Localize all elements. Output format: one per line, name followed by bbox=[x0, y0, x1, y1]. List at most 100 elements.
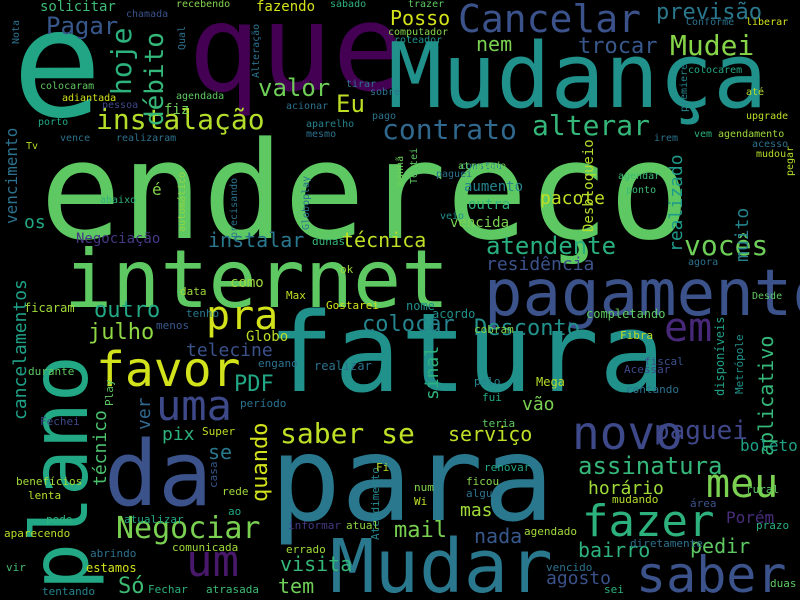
word-fiscal: fiscal bbox=[644, 355, 684, 368]
word-alteracao: Alteração bbox=[251, 23, 262, 78]
word-upgrade: upgrade bbox=[746, 111, 789, 122]
word-solicitar: solicitar bbox=[40, 0, 116, 15]
word-posso: Posso bbox=[390, 6, 451, 30]
word-outro: outro bbox=[94, 298, 161, 323]
word-agora: agora bbox=[688, 257, 719, 268]
word-valor: valor bbox=[258, 74, 331, 102]
word-nada: nada bbox=[474, 524, 523, 548]
word-fiz: fiz bbox=[164, 102, 190, 118]
word-errado: errado bbox=[286, 543, 326, 556]
word-mudei: Mudei bbox=[670, 29, 755, 62]
word-data: data bbox=[180, 285, 207, 298]
word-um: um bbox=[186, 536, 239, 587]
word-premiere: premiere bbox=[679, 63, 690, 112]
word-pra: pra bbox=[206, 293, 279, 339]
word-realizaram: realizaram bbox=[116, 133, 177, 144]
word-tv: Tv bbox=[26, 141, 39, 152]
word-como: como bbox=[230, 275, 264, 291]
word-liberar: liberar bbox=[746, 17, 789, 28]
word-agendado: agendado bbox=[524, 525, 577, 538]
word-abaixo: abaixo bbox=[100, 195, 137, 206]
word-telecine: telecine bbox=[186, 340, 273, 361]
word-da: da bbox=[104, 422, 213, 527]
word-tenho: tenho bbox=[186, 307, 220, 320]
word-aparecendo: aparecendo bbox=[4, 527, 71, 540]
word-desconto: Desconto bbox=[474, 316, 580, 341]
word-pagamento: pagamento bbox=[484, 257, 800, 331]
word-pix: pix bbox=[162, 424, 195, 445]
word-pdf: PDF bbox=[234, 372, 274, 397]
word-saber: saber bbox=[636, 546, 787, 600]
word-pegar: pegar bbox=[785, 145, 796, 176]
word-atendente: atendente bbox=[486, 232, 617, 260]
word-servico: serviço bbox=[448, 422, 533, 446]
word-roteador: roteador bbox=[394, 35, 443, 46]
word-vencimento: vencimento bbox=[2, 127, 21, 224]
word-desbloqueio: Desbloqueio bbox=[581, 139, 597, 232]
word-teria: teria bbox=[482, 417, 516, 430]
word-area: área bbox=[690, 497, 717, 510]
word-para: para bbox=[270, 410, 555, 548]
word-desde: Desde bbox=[752, 291, 783, 302]
word-pacote: pacote bbox=[540, 188, 606, 209]
word-adiantada: adiantada bbox=[62, 93, 117, 104]
word-super: Super bbox=[202, 425, 236, 438]
word-agendamento: agendamento bbox=[718, 129, 785, 140]
word-cobram: cobram bbox=[474, 323, 514, 336]
word-casa: casa bbox=[207, 461, 220, 489]
word-fatura: fatura bbox=[268, 289, 666, 417]
word-endereco: endereço bbox=[40, 113, 691, 270]
word-nota: Nota bbox=[11, 19, 22, 44]
word-sabado: sábado bbox=[330, 0, 367, 10]
word-aumento: aumento bbox=[464, 179, 524, 195]
word-muito: muito bbox=[732, 207, 753, 262]
word-ok: ok bbox=[340, 263, 354, 276]
word-ficou: ficou bbox=[466, 475, 500, 488]
word-eu: Eu bbox=[336, 90, 365, 118]
word-sobre: sobre bbox=[370, 87, 401, 98]
word-computador: computador bbox=[388, 27, 449, 38]
word-prazo: prazo bbox=[756, 519, 790, 532]
word-fazendo: fazendo bbox=[256, 0, 316, 15]
word-comunicada: comunicada bbox=[172, 541, 239, 554]
word-so: Só bbox=[118, 574, 145, 599]
word-novo: novo bbox=[572, 406, 683, 460]
word-mudando: mudando bbox=[612, 493, 659, 506]
word-mail: mail bbox=[394, 518, 447, 543]
word-acordo: acordo bbox=[432, 307, 476, 321]
word-pagar: Pagar bbox=[46, 12, 119, 40]
word-fechei: Fechei bbox=[40, 415, 80, 428]
word-porto: porto bbox=[38, 117, 69, 128]
word-ao: ao bbox=[228, 505, 242, 518]
word-vao: vão bbox=[522, 394, 555, 415]
word-negociar: Negociar bbox=[116, 511, 261, 546]
word-globo: Globo bbox=[246, 329, 289, 345]
word-quando: quando bbox=[248, 422, 273, 502]
word-mas: mas bbox=[460, 500, 493, 521]
word-max: Max bbox=[286, 289, 306, 302]
word-estamos: estamos bbox=[86, 561, 137, 575]
word-constou: constou bbox=[460, 161, 503, 172]
word-atrasada: atrasada bbox=[206, 583, 259, 596]
word-cancelar: Cancelar bbox=[458, 0, 642, 41]
word-num: num bbox=[414, 481, 434, 494]
word-outra: outra bbox=[468, 197, 511, 213]
word-abrindo: abrindo bbox=[90, 547, 137, 560]
word-paguei-small: paguei bbox=[436, 169, 473, 180]
word-tecnico: técnico bbox=[90, 410, 111, 486]
word-metropole: Metrópole bbox=[733, 334, 746, 394]
word-residencia: residência bbox=[486, 254, 595, 275]
word-ver: ver bbox=[134, 397, 155, 430]
word-dunas: dunas bbox=[312, 235, 346, 248]
word-colocarem: colocarem bbox=[688, 65, 743, 76]
word-diretamente: diretamente bbox=[630, 537, 703, 550]
word-visita: visita bbox=[280, 552, 353, 576]
word-rede: rede bbox=[222, 485, 249, 498]
word-veio: veio bbox=[440, 211, 465, 222]
word-fechar: Fechar bbox=[148, 583, 188, 596]
word-pago: pago bbox=[372, 111, 397, 122]
word-assinatura: assinatura bbox=[578, 452, 723, 480]
word-plano: plano bbox=[16, 355, 106, 590]
word-precisando: precisando bbox=[229, 177, 240, 238]
word-ate: até bbox=[746, 87, 765, 98]
